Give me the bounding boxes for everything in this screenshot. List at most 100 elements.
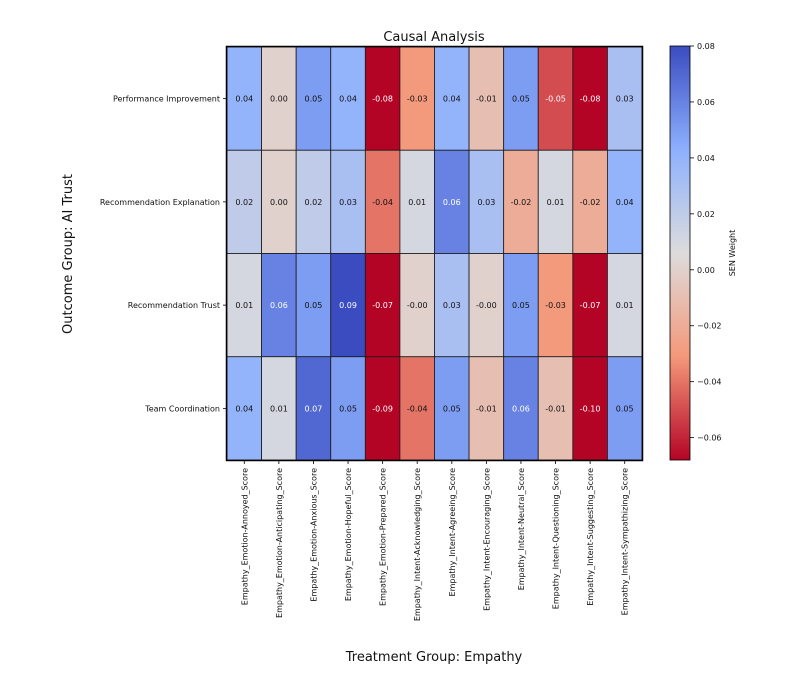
column-label: Empathy_Intent-Neutral_Score [517, 468, 526, 590]
heatmap-cell [434, 253, 470, 358]
cell-value-label: 0.05 [443, 404, 461, 413]
cell-value-label: 0.02 [305, 198, 323, 207]
heatmap-cell [537, 356, 574, 461]
cell-value-label: 0.03 [443, 301, 461, 310]
colorbar-tick-label: 0.02 [697, 210, 715, 219]
row-labels: Performance Improvement Recommendation Ex… [100, 95, 227, 413]
heatmap-cells [226, 46, 643, 461]
column-label: Empathy_Intent-Encouraging_Score [482, 468, 491, 611]
cell-value-label: 0.06 [270, 301, 288, 310]
heatmap-cell [261, 149, 297, 254]
heatmap-cell [261, 356, 297, 461]
column-label: Empathy_Emotion-Anxious_Score [309, 468, 318, 602]
heatmap-cell [468, 46, 505, 151]
heatmap-cell [226, 356, 262, 461]
colorbar-tick-label: −0.04 [697, 378, 722, 387]
heatmap-cell [295, 356, 332, 461]
heatmap-cell [330, 253, 366, 358]
cell-value-label: 0.03 [339, 198, 357, 207]
heatmap-cell [607, 253, 643, 358]
row-label: Team Coordination [144, 404, 220, 413]
cell-value-label: 0.01 [408, 198, 426, 207]
column-label: Empathy_Intent-Sympathizing_Score [621, 468, 630, 615]
cell-value-label: 0.05 [305, 301, 323, 310]
cell-value-label: 0.00 [270, 198, 288, 207]
heatmap-cell-labels: 0.04 0.00 0.05 0.04 -0.08 -0.03 0.04 -0.01 0.05 -… [235, 95, 633, 414]
cell-value-label: 0.03 [477, 198, 495, 207]
heatmap-cell [399, 149, 435, 254]
cell-value-label: 0.03 [616, 95, 634, 104]
heatmap-cell [364, 149, 401, 254]
heatmap-cell [226, 46, 262, 151]
cell-value-label: -0.04 [407, 404, 428, 413]
heatmap-cell [468, 149, 505, 254]
column-label: Empathy_Emotion-Anticipating_Score [275, 468, 284, 618]
colorbar-tick-label: 0.00 [697, 266, 715, 275]
cell-value-label: -0.05 [545, 95, 566, 104]
row-label: Performance Improvement [113, 95, 220, 104]
colorbar-tick-label: −0.06 [697, 434, 722, 443]
heatmap-cell [330, 149, 366, 254]
heatmap-cell [261, 46, 297, 151]
cell-value-label: -0.08 [580, 95, 601, 104]
cell-value-label: -0.02 [580, 198, 601, 207]
cell-value-label: 0.01 [616, 301, 634, 310]
heatmap-cell [434, 149, 470, 254]
cell-value-label: -0.07 [580, 301, 601, 310]
cell-value-label: -0.01 [545, 404, 566, 413]
cell-value-label: 0.05 [616, 404, 634, 413]
column-label: Empathy_Intent-Questioning_Score [552, 468, 561, 609]
heatmap-cell [503, 356, 539, 461]
plot-frame [225, 45, 644, 462]
cell-value-label: 0.02 [235, 198, 253, 207]
heatmap-cell [434, 356, 470, 461]
cell-value-label: 0.01 [235, 301, 253, 310]
cell-value-label: 0.04 [235, 404, 253, 413]
x-axis-label: Treatment Group: Empathy [345, 650, 523, 665]
y-axis-label: Outcome Group: AI Trust [61, 174, 76, 334]
column-label: Empathy_Intent-Suggesting_Score [586, 468, 595, 606]
cell-value-label: -0.04 [372, 198, 393, 207]
heatmap-cell [399, 46, 435, 151]
cell-value-label: -0.00 [407, 301, 428, 310]
cell-value-label: 0.06 [512, 404, 530, 413]
heatmap-cell [364, 253, 401, 358]
cell-value-label: -0.03 [407, 95, 428, 104]
chart-title: Causal Analysis [383, 30, 485, 45]
cell-value-label: 0.04 [616, 198, 634, 207]
cell-value-label: 0.01 [547, 198, 565, 207]
cell-value-label: 0.04 [443, 95, 461, 104]
cell-value-label: 0.00 [270, 95, 288, 104]
cell-value-label: -0.03 [545, 301, 566, 310]
colorbar-tick-label: 0.06 [697, 98, 715, 107]
heatmap-cell [399, 356, 435, 461]
heatmap-cell [330, 46, 366, 151]
cell-value-label: 0.04 [235, 95, 253, 104]
cell-value-label: 0.07 [305, 404, 323, 413]
heatmap-cell [537, 149, 574, 254]
heatmap-cell [503, 149, 539, 254]
cell-value-label: 0.05 [512, 301, 530, 310]
heatmap-cell [572, 356, 608, 461]
colorbar-tick-label: 0.08 [697, 42, 715, 51]
cell-value-label: -0.08 [372, 95, 393, 104]
colorbar-ticks: 0.08 0.06 0.04 0.02 0.00 −0.02 −0.04 −0.06 [690, 42, 722, 443]
cell-value-label: -0.10 [580, 404, 601, 413]
heatmap-cell [572, 149, 608, 254]
column-labels: Empathy_Emotion-Annoyed_Score Empathy_Emo… [240, 460, 630, 621]
heatmap-cell [226, 253, 262, 358]
column-label: Empathy_Intent-Acknowledging_Score [413, 468, 422, 621]
colorbar [669, 45, 691, 461]
cell-value-label: 0.01 [270, 404, 288, 413]
heatmap-cell [607, 46, 643, 151]
row-label: Recommendation Explanation [100, 198, 220, 207]
cell-value-label: -0.09 [372, 404, 393, 413]
heatmap-cell [330, 356, 366, 461]
heatmap-cell [537, 46, 574, 151]
row-label: Recommendation Trust [128, 301, 220, 310]
column-label: Empathy_Emotion-Hopeful_Score [344, 468, 353, 601]
cell-value-label: -0.00 [476, 301, 497, 310]
cell-value-label: 0.05 [305, 95, 323, 104]
cell-value-label: 0.05 [512, 95, 530, 104]
